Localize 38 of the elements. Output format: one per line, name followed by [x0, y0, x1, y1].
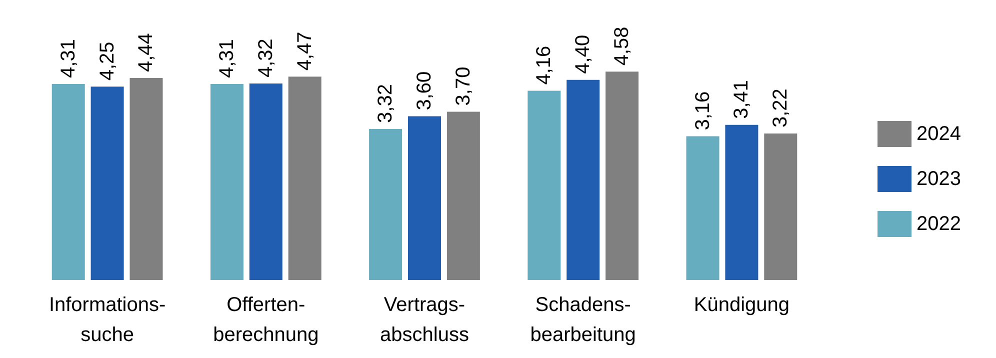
- bar: [606, 72, 639, 280]
- data-label: 3,60: [414, 71, 436, 110]
- legend-label: 2023: [916, 168, 962, 190]
- data-label: 4,16: [533, 46, 556, 85]
- legend-label: 2022: [916, 213, 962, 235]
- data-label: 3,41: [730, 80, 753, 119]
- legend-label: 2024: [916, 123, 962, 145]
- bar: [408, 116, 441, 280]
- data-label: 3,32: [374, 84, 397, 123]
- data-label: 4,25: [96, 42, 118, 81]
- bar: [249, 83, 282, 280]
- bar: [725, 124, 758, 280]
- bar: [446, 112, 480, 280]
- data-label: 4,32: [254, 38, 277, 78]
- bar: [52, 84, 85, 280]
- data-label: 3,70: [452, 66, 474, 106]
- x-tick-label: Vertrags- abschluss: [380, 294, 469, 346]
- bar: [130, 78, 163, 280]
- x-tick-label: Offerten- berechnung: [213, 294, 319, 346]
- data-label: 4,31: [57, 39, 80, 78]
- data-label: 4,31: [216, 39, 238, 78]
- bar: [528, 90, 561, 280]
- bar: [288, 76, 322, 280]
- bar: [764, 134, 798, 280]
- x-tick-label: Schadens- bearbeitung: [530, 294, 636, 346]
- data-label: 4,40: [572, 34, 594, 74]
- data-label: 4,44: [135, 33, 158, 72]
- x-tick-label: Kündigung: [694, 294, 790, 316]
- bar: [369, 128, 402, 280]
- data-label: 4,47: [294, 32, 316, 71]
- bar: [686, 136, 720, 280]
- data-label: 3,22: [770, 88, 792, 128]
- bar: [566, 80, 600, 280]
- data-label: 3,16: [692, 91, 714, 130]
- data-label: 4,58: [611, 26, 634, 66]
- bar: [210, 84, 244, 280]
- x-tick-label: Informations- suche: [48, 294, 166, 346]
- bar: [90, 86, 124, 280]
